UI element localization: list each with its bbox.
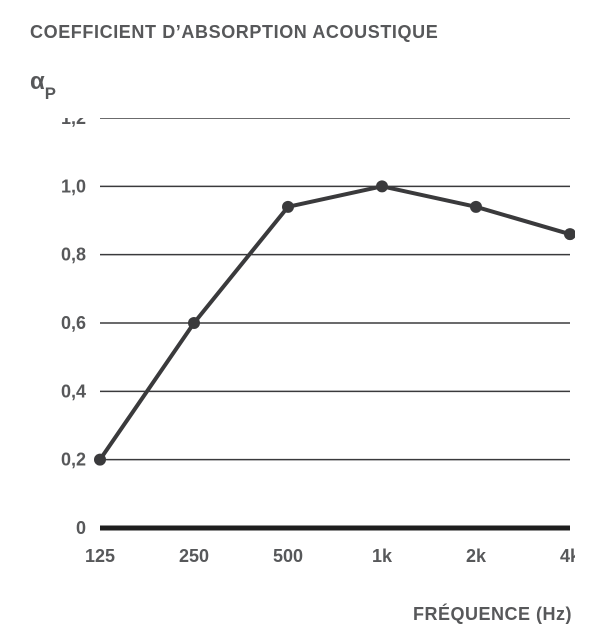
x-tick-label: 4k	[560, 546, 575, 566]
x-axis-label: FRÉQUENCE (Hz)	[413, 604, 572, 625]
y-axis-label-sub: P	[45, 84, 56, 103]
y-tick-label: 0	[76, 518, 86, 538]
series-marker	[564, 228, 575, 240]
y-tick-label: 0,6	[61, 313, 86, 333]
y-tick-label: 0,8	[61, 245, 86, 265]
y-tick-label: 0,2	[61, 450, 86, 470]
chart-plot: 0 0,2 0,4 0,6 0,8 1,0 1,2 125 250 500 1k 2k 4k	[30, 118, 575, 578]
series-marker	[282, 201, 294, 213]
x-tick-label: 250	[179, 546, 209, 566]
y-tick-label: 1,0	[61, 176, 86, 196]
y-tick-label: 1,2	[61, 118, 86, 128]
y-axis-label-main: α	[30, 68, 45, 95]
chart-root: COEFFICIENT D’ABSORPTION ACOUSTIQUE αP F…	[0, 0, 600, 642]
y-tick-label: 0,4	[61, 381, 86, 401]
series-marker	[188, 317, 200, 329]
chart-title: COEFFICIENT D’ABSORPTION ACOUSTIQUE	[30, 22, 438, 43]
x-tick-label: 1k	[372, 546, 393, 566]
y-axis-label: αP	[30, 68, 56, 100]
x-tick-label: 500	[273, 546, 303, 566]
series-marker	[376, 180, 388, 192]
series-marker	[470, 201, 482, 213]
x-tick-label: 2k	[466, 546, 487, 566]
x-tick-label: 125	[85, 546, 115, 566]
series-marker	[94, 454, 106, 466]
